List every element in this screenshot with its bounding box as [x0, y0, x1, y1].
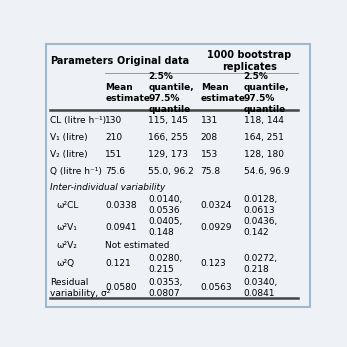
Text: 115, 145: 115, 145 — [148, 116, 188, 125]
Text: 0.0324: 0.0324 — [201, 201, 232, 210]
Text: 0.0340,
0.0841: 0.0340, 0.0841 — [244, 278, 278, 298]
Text: 0.0941: 0.0941 — [105, 223, 137, 232]
Text: V₁ (litre): V₁ (litre) — [50, 133, 88, 142]
Text: ω²Q: ω²Q — [56, 260, 74, 269]
Text: 1000 bootstrap
replicates: 1000 bootstrap replicates — [207, 50, 291, 72]
Text: 151: 151 — [105, 150, 122, 159]
Text: Q (litre h⁻¹): Q (litre h⁻¹) — [50, 167, 102, 176]
Text: 75.6: 75.6 — [105, 167, 125, 176]
Text: 2.5%
quantile,
97.5%
quantile: 2.5% quantile, 97.5% quantile — [244, 72, 289, 113]
Text: 130: 130 — [105, 116, 122, 125]
Text: 164, 251: 164, 251 — [244, 133, 283, 142]
Text: 0.0128,
0.0613: 0.0128, 0.0613 — [244, 195, 278, 215]
Text: ω²CL: ω²CL — [56, 201, 78, 210]
Text: 0.0353,
0.0807: 0.0353, 0.0807 — [148, 278, 183, 298]
Text: 54.6, 96.9: 54.6, 96.9 — [244, 167, 289, 176]
FancyBboxPatch shape — [45, 44, 310, 307]
Text: Original data: Original data — [117, 56, 189, 66]
Text: 0.0563: 0.0563 — [201, 283, 232, 292]
Text: ω²V₁: ω²V₁ — [56, 223, 77, 232]
Text: ω²V₂: ω²V₂ — [56, 241, 77, 250]
Text: 128, 180: 128, 180 — [244, 150, 284, 159]
Text: 0.0405,
0.148: 0.0405, 0.148 — [148, 217, 183, 237]
Text: 55.0, 96.2: 55.0, 96.2 — [148, 167, 194, 176]
Text: Mean
estimate: Mean estimate — [105, 83, 150, 103]
Text: CL (litre h⁻¹): CL (litre h⁻¹) — [50, 116, 106, 125]
Text: Not estimated: Not estimated — [105, 241, 170, 250]
Text: 2.5%
quantile,
97.5%
quantile: 2.5% quantile, 97.5% quantile — [148, 72, 194, 113]
Text: 0.0140,
0.0536: 0.0140, 0.0536 — [148, 195, 183, 215]
Text: 0.121: 0.121 — [105, 260, 131, 269]
Text: 0.0280,
0.215: 0.0280, 0.215 — [148, 254, 183, 274]
Text: 131: 131 — [201, 116, 218, 125]
Text: 0.0272,
0.218: 0.0272, 0.218 — [244, 254, 278, 274]
Text: 166, 255: 166, 255 — [148, 133, 188, 142]
Text: Mean
estimate: Mean estimate — [201, 83, 246, 103]
Text: 0.0436,
0.142: 0.0436, 0.142 — [244, 217, 278, 237]
Text: 153: 153 — [201, 150, 218, 159]
Text: 0.123: 0.123 — [201, 260, 227, 269]
Text: 0.0929: 0.0929 — [201, 223, 232, 232]
Text: V₂ (litre): V₂ (litre) — [50, 150, 88, 159]
Text: Parameters: Parameters — [50, 56, 113, 66]
Text: Inter-individual variability: Inter-individual variability — [50, 183, 166, 192]
Text: 210: 210 — [105, 133, 122, 142]
Text: 118, 144: 118, 144 — [244, 116, 283, 125]
Text: 0.0338: 0.0338 — [105, 201, 137, 210]
Text: 129, 173: 129, 173 — [148, 150, 188, 159]
Text: 75.8: 75.8 — [201, 167, 221, 176]
Text: 0.0580: 0.0580 — [105, 283, 137, 292]
Text: Residual
variability, σ²: Residual variability, σ² — [50, 278, 110, 298]
Text: 208: 208 — [201, 133, 218, 142]
